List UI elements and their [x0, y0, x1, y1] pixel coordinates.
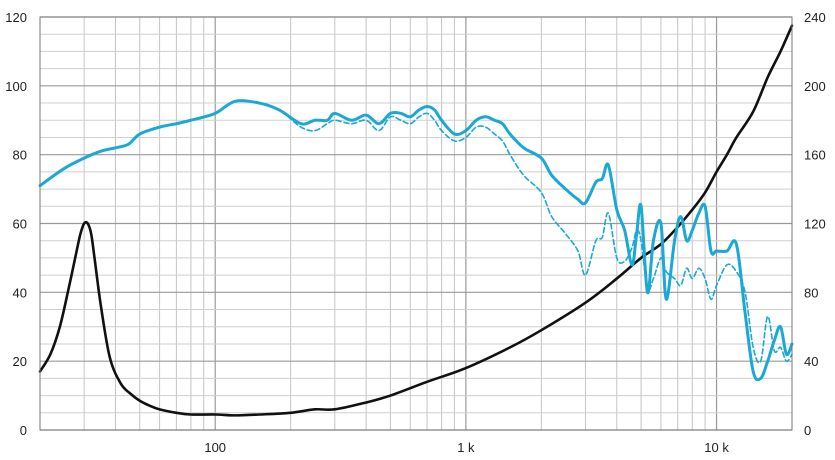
plot-frame	[39, 16, 793, 431]
x-tick-label: 100	[204, 440, 226, 455]
y-right-tick-label: 40	[804, 354, 818, 369]
y-right-tick-label: 80	[804, 285, 818, 300]
y-left-tick-label: 100	[5, 79, 27, 94]
y-left-tick-label: 20	[13, 354, 27, 369]
y-right-tick-label: 200	[804, 79, 826, 94]
y-right-tick-label: 160	[804, 148, 826, 163]
y-left-tick-label: 40	[13, 285, 27, 300]
x-tick-label: 1 k	[457, 440, 475, 455]
y-left-tick-label: 0	[20, 423, 27, 438]
x-tick-label: 10 k	[704, 440, 729, 455]
series-line-response-dashed	[39, 99, 793, 364]
y-left-tick-label: 120	[5, 10, 27, 25]
series-line-impedance	[38, 24, 794, 417]
tick-labels: 0 20 40 60 80 100 120 0 40 80 120 160 200 240 100 1 k 10…	[5, 10, 825, 455]
y-right-tick-label: 240	[804, 10, 826, 25]
grid-lines	[39, 16, 793, 431]
series-layer	[38, 24, 794, 417]
y-left-tick-label: 60	[13, 217, 27, 232]
series-line-response-solid	[38, 99, 794, 382]
y-left-tick-label: 80	[13, 148, 27, 163]
y-right-tick-label: 120	[804, 217, 826, 232]
y-right-tick-label: 0	[804, 423, 811, 438]
